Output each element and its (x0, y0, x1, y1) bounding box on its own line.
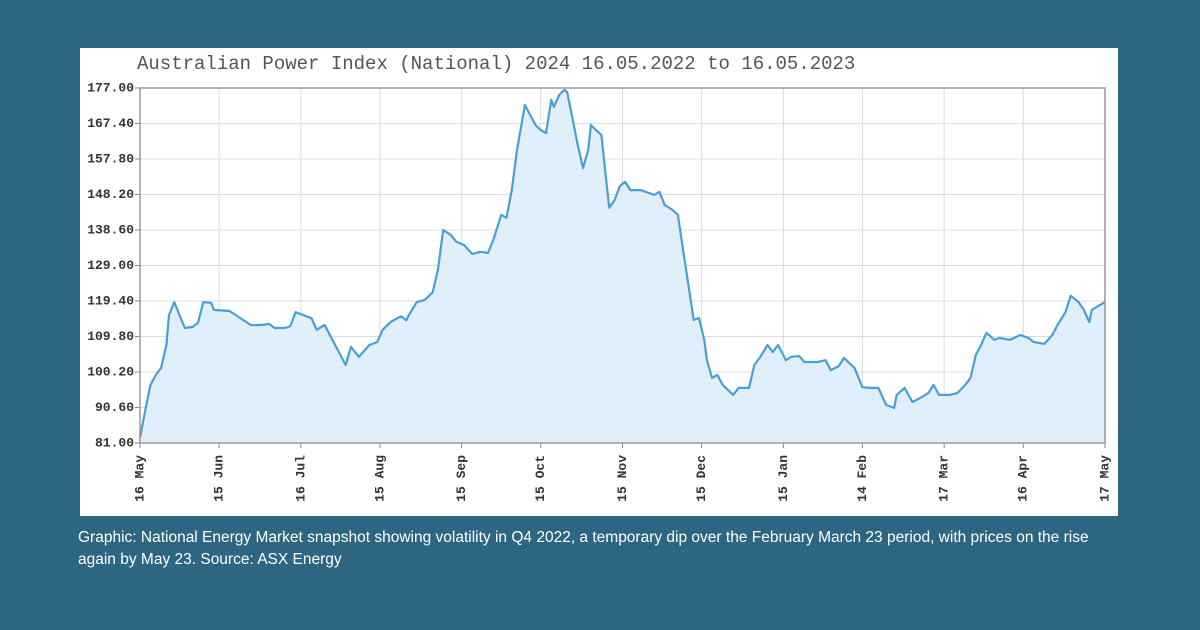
chart-title: Australian Power Index (National) 2024 1… (137, 53, 855, 75)
x-tick-label: 17 Mar (937, 455, 952, 502)
chart-panel: Australian Power Index (National) 2024 1… (80, 48, 1118, 516)
y-tick-label: 109.80 (87, 329, 134, 344)
y-tick-label: 100.20 (87, 364, 134, 379)
area (140, 89, 1105, 444)
x-tick-label: 17 May (1097, 455, 1112, 502)
line (138, 88, 1106, 439)
caption: Graphic: National Energy Market snapshot… (78, 529, 1089, 568)
y-tick-label: 119.40 (87, 293, 134, 308)
x-tick-label: 16 Jul (293, 455, 308, 502)
x-tick-label: 15 Sep (454, 455, 469, 502)
y-tick-label: 157.80 (87, 151, 134, 166)
y-tick-label: 148.20 (87, 187, 134, 202)
x-tick-label: 15 Aug (372, 455, 387, 502)
x-tick-label: 15 Oct (533, 455, 548, 502)
x-tick-label: 15 Jun (212, 455, 227, 502)
x-tick-label: 16 May (132, 455, 147, 502)
x-tick-label: 16 Apr (1016, 455, 1031, 502)
x-tick-label: 15 Dec (694, 455, 709, 502)
y-tick-label: 90.60 (95, 400, 134, 415)
y-tick-label: 129.00 (87, 258, 134, 273)
y-tick-label: 138.60 (87, 222, 134, 237)
x-tick-label: 15 Nov (615, 455, 630, 502)
plot-frame (139, 87, 1106, 444)
y-tick-label: 81.00 (95, 435, 134, 450)
y-tick-label: 167.40 (87, 116, 134, 131)
chart: Australian Power Index (National) 2024 1… (87, 53, 1112, 502)
x-tick-label: 14 Feb (855, 455, 870, 502)
y-tick-label: 177.00 (87, 80, 134, 95)
x-tick-label: 15 Jan (776, 455, 791, 502)
